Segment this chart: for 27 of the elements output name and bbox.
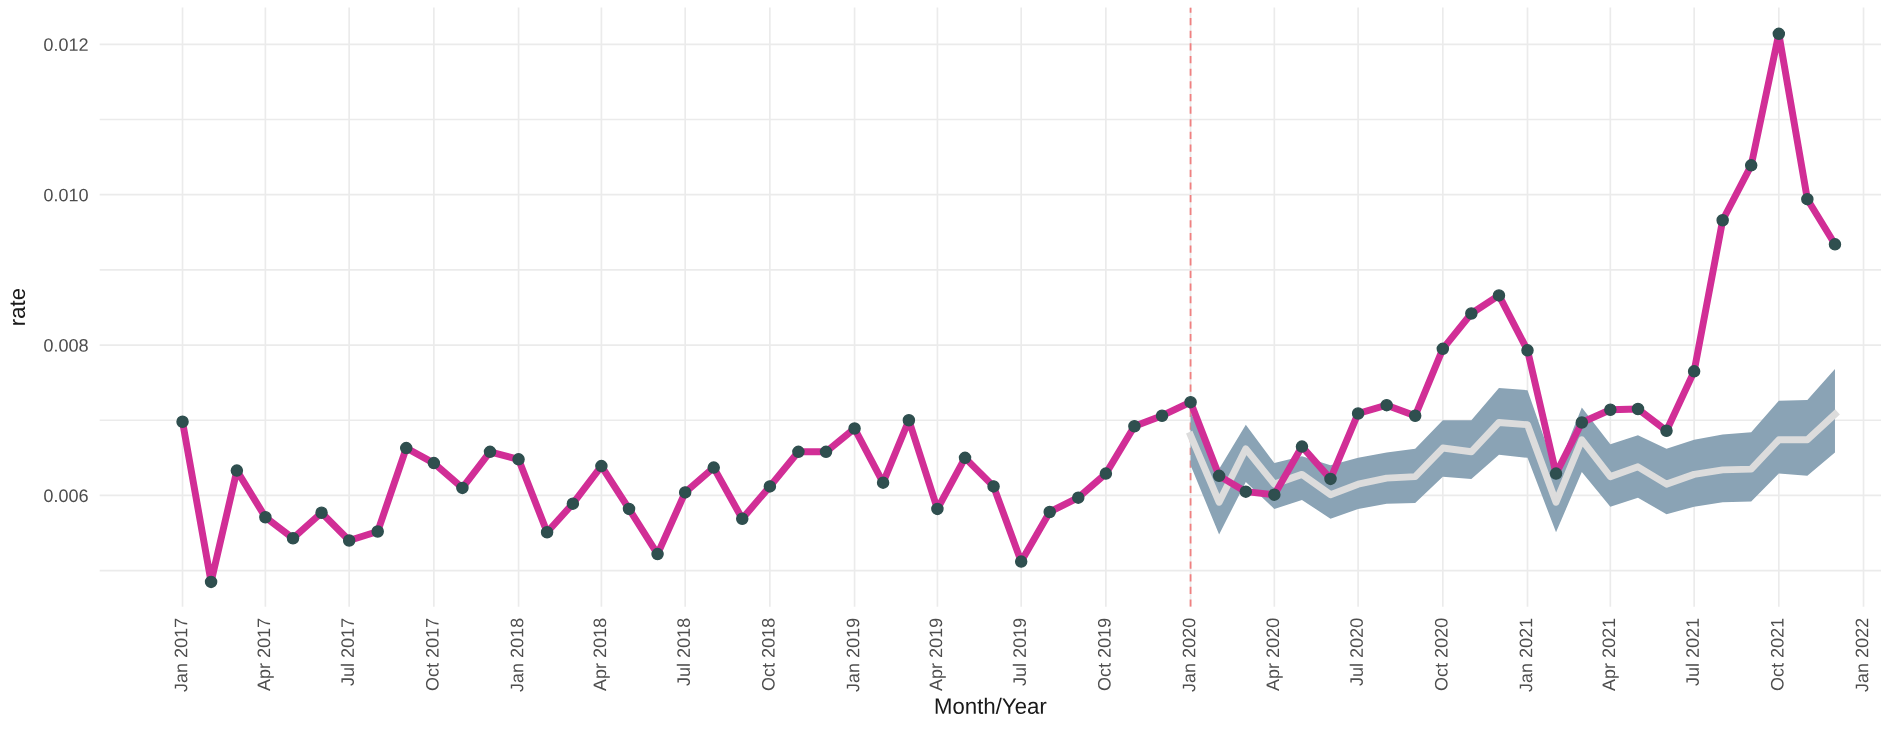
- x-tick-label: Apr 2018: [593, 618, 610, 692]
- x-tick-label: Apr 2020: [1266, 618, 1283, 692]
- x-tick-label: Oct 2020: [1434, 618, 1448, 691]
- y-tick-label: 0.006: [44, 489, 88, 503]
- x-tick-label: Jul 2017: [340, 618, 355, 686]
- y-tick-label: 0.010: [44, 188, 88, 202]
- x-tick-label: Jan 2022: [1855, 618, 1869, 692]
- x-tick-label: Oct 2019: [1097, 618, 1111, 691]
- x-tick-label: Jan 2018: [510, 618, 524, 692]
- x-tick-label: Apr 2019: [929, 618, 946, 692]
- x-tick-label: Apr 2017: [257, 618, 274, 692]
- y-tick-label: 0.008: [44, 338, 88, 352]
- x-tick-label: Jan 2021: [1519, 618, 1533, 692]
- x-tick-label: Jan 2017: [174, 618, 188, 692]
- x-tick-label: Jul 2018: [676, 618, 691, 686]
- x-axis-title: Month/Year: [935, 697, 1047, 714]
- x-tick-label: Jan 2019: [846, 618, 860, 692]
- x-tick-label: Oct 2017: [425, 618, 439, 691]
- y-axis-title: rate: [10, 288, 26, 325]
- x-tick-label: Jul 2020: [1349, 618, 1363, 686]
- y-tick-label: 0.012: [44, 38, 88, 52]
- x-tick-label: Jan 2020: [1182, 618, 1196, 692]
- x-tick-label: Jul 2019: [1012, 618, 1027, 686]
- x-tick-label: Jul 2021: [1685, 618, 1699, 686]
- x-tick-label: Oct 2021: [1770, 618, 1784, 691]
- x-tick-label: Apr 2021: [1602, 618, 1619, 692]
- x-tick-label: Oct 2018: [761, 618, 775, 691]
